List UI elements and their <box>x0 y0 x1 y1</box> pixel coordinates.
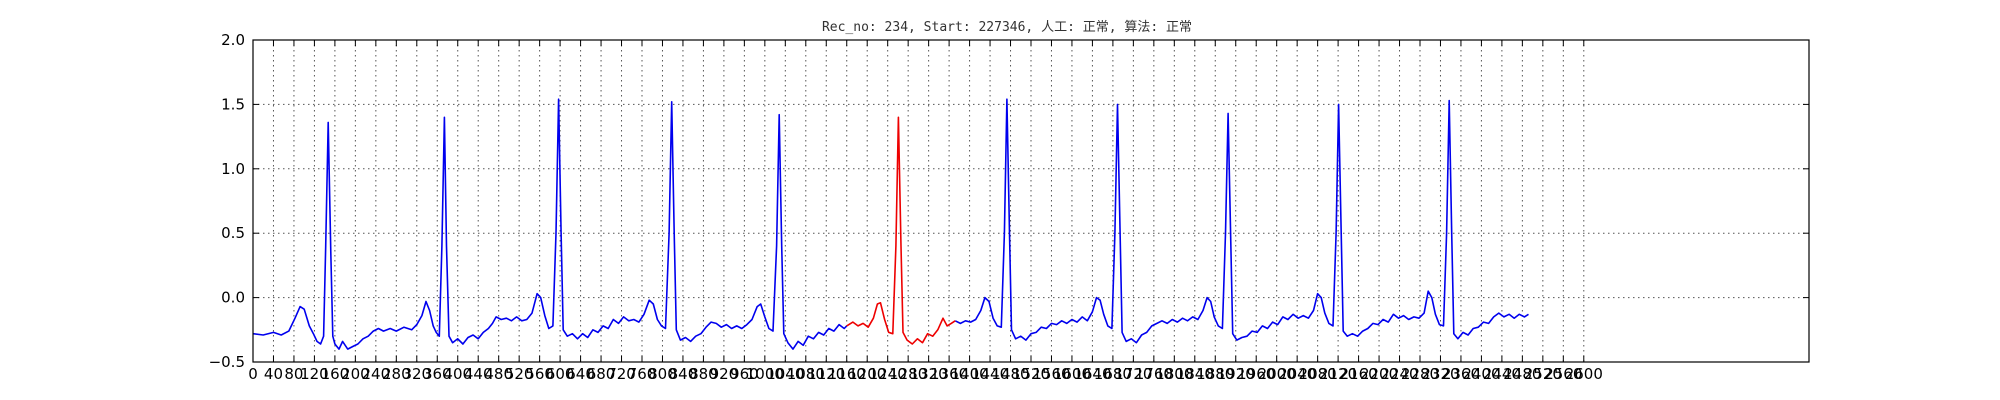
x-tick-label: 1760 <box>1135 365 1173 383</box>
x-tick-label: 2240 <box>1380 365 1418 383</box>
x-tick-label: 200 <box>341 365 370 383</box>
x-tick-label: 2440 <box>1483 365 1521 383</box>
x-tick-label: 1920 <box>1217 365 1255 383</box>
x-tick-label: 400 <box>443 365 472 383</box>
x-tick-label: 1480 <box>991 365 1029 383</box>
y-tick-label: −0.5 <box>209 353 245 371</box>
x-tick-label: 920 <box>710 365 739 383</box>
x-tick-label: 840 <box>669 365 698 383</box>
y-tick-label: 1.5 <box>221 95 245 113</box>
x-tick-label: 560 <box>525 365 554 383</box>
x-tick-label: 800 <box>648 365 677 383</box>
x-tick-label: 600 <box>546 365 575 383</box>
x-tick-label: 880 <box>689 365 718 383</box>
x-tick-label: 1520 <box>1012 365 1050 383</box>
ecg-line-red <box>846 116 956 345</box>
y-tick-labels: −0.5 0.0 0.5 1.0 1.5 2.0 <box>209 31 245 371</box>
x-tick-label: 2320 <box>1421 365 1459 383</box>
x-tick-label: 1080 <box>787 365 825 383</box>
ecg-line-blue <box>252 98 848 350</box>
x-tick-label: 1200 <box>848 365 886 383</box>
x-tick-label: 2560 <box>1544 365 1582 383</box>
x-tick-label: 1880 <box>1196 365 1234 383</box>
grid-lines <box>253 40 1809 362</box>
x-tick-label: 360 <box>423 365 452 383</box>
x-tick-label: 2160 <box>1339 365 1377 383</box>
x-tick-label: 640 <box>566 365 595 383</box>
x-tick-label: 680 <box>587 365 616 383</box>
x-tick-label: 2200 <box>1360 365 1398 383</box>
x-tick-label: 2000 <box>1258 365 1296 383</box>
x-tick-label: 2280 <box>1401 365 1439 383</box>
x-tick-label: 120 <box>300 365 329 383</box>
chart-title: Rec_no: 234, Start: 227346, 人工: 正常, 算法: … <box>822 20 1192 35</box>
x-tick-label: 720 <box>607 365 636 383</box>
x-tick-label: 1680 <box>1094 365 1132 383</box>
x-tick-label: 1800 <box>1155 365 1193 383</box>
x-tick-label: 480 <box>484 365 513 383</box>
x-tick-label: 2360 <box>1442 365 1480 383</box>
x-tick-label: 1720 <box>1114 365 1152 383</box>
x-tick-label: 2120 <box>1319 365 1357 383</box>
x-tick-label: 80 <box>284 365 303 383</box>
x-tick-label: 1120 <box>807 365 845 383</box>
x-tick-label: 1440 <box>971 365 1009 383</box>
x-tick-label: 1040 <box>766 365 804 383</box>
x-tick-label: 2600 <box>1565 365 1603 383</box>
x-tick-label: 0 <box>248 365 258 383</box>
x-tick-label: 1160 <box>828 365 866 383</box>
x-tick-label: 960 <box>730 365 759 383</box>
x-tick-label: 1960 <box>1237 365 1275 383</box>
x-tick-label: 1360 <box>930 365 968 383</box>
x-tick-label: 2040 <box>1278 365 1316 383</box>
x-tick-label: 2400 <box>1462 365 1500 383</box>
y-tick-label: 0.0 <box>221 289 245 307</box>
ecg-series <box>252 98 1529 350</box>
y-tick-label: 0.5 <box>221 224 245 242</box>
y-tick-label: 2.0 <box>221 31 245 49</box>
x-tick-label: 1560 <box>1032 365 1070 383</box>
y-tick-label: 1.0 <box>221 160 245 178</box>
x-tick-label: 1600 <box>1053 365 1091 383</box>
x-tick-label: 1280 <box>889 365 927 383</box>
x-tick-label: 760 <box>628 365 657 383</box>
ecg-line-blue <box>954 98 1529 344</box>
x-tick-label: 1840 <box>1176 365 1214 383</box>
x-tick-label: 1320 <box>910 365 948 383</box>
x-tick-label: 1240 <box>869 365 907 383</box>
x-tick-label: 1000 <box>746 365 784 383</box>
x-tick-label: 40 <box>264 365 283 383</box>
x-tick-label: 320 <box>402 365 431 383</box>
tick-marks <box>252 39 1809 363</box>
x-tick-label: 280 <box>382 365 411 383</box>
x-tick-label: 240 <box>362 365 391 383</box>
x-tick-label: 2480 <box>1503 365 1541 383</box>
x-tick-labels: 0 40 8012016020024028032036040044048052056… <box>248 365 1603 383</box>
x-tick-label: 2080 <box>1299 365 1337 383</box>
x-tick-label: 2520 <box>1524 365 1562 383</box>
x-tick-label: 520 <box>505 365 534 383</box>
x-tick-label: 1400 <box>950 365 988 383</box>
x-tick-label: 160 <box>321 365 350 383</box>
x-tick-label: 1640 <box>1073 365 1111 383</box>
x-tick-label: 440 <box>464 365 493 383</box>
